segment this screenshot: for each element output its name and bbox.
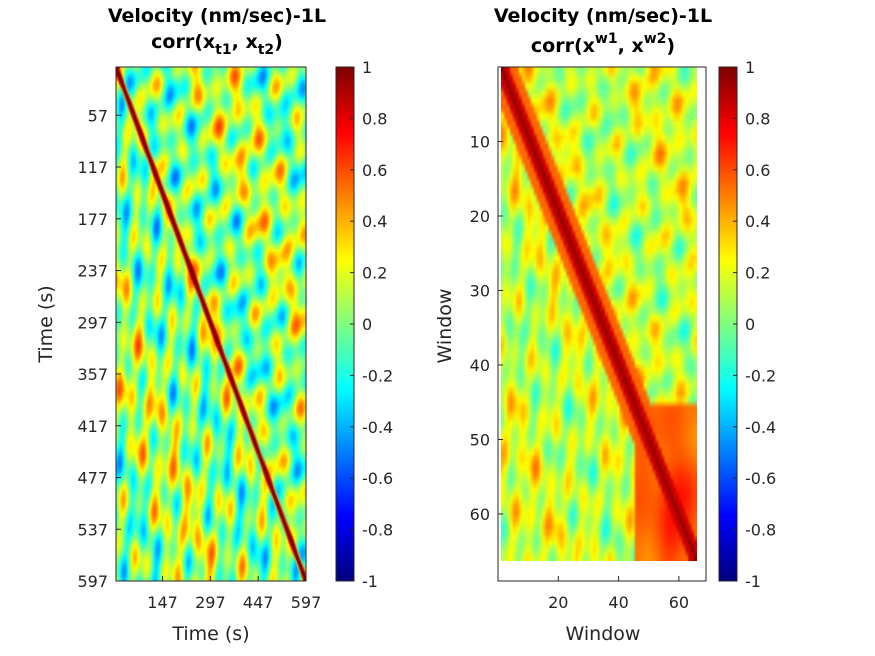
left-colorbar-ticks: 1 0.8 0.6 0.4 0.2 0 -0.2 -0.4 -0.6 -0.8 -1 [350,58,393,591]
left-ticks: 147 297 447 597 57 117 177 237 297 357 417 477 537 59… [77,106,321,612]
right-colorbar-tick-label: -0.2 [745,366,776,385]
right-colorbar-tick-label: -0.8 [745,521,776,540]
right-axes-box [497,66,707,582]
left-title-line1: Velocity (nm/sec)-1L [108,5,326,27]
right-title-line1: Velocity (nm/sec)-1L [494,5,712,27]
left-ytick-label: 357 [77,365,108,384]
left-heatmap-image [116,67,306,581]
right-xtick-label: 20 [548,593,568,612]
left-xtick-label: 297 [195,593,226,612]
right-colorbar-ticks: 1 0.8 0.6 0.4 0.2 0 -0.2 -0.4 -0.6 -0.8 -1 [733,58,776,591]
right-ytick-label: 40 [470,356,490,375]
left-ytick-label: 237 [77,262,108,281]
left-colorbar-tick-label: 0.4 [362,212,387,231]
right-colorbar-tick-label: 0 [745,315,755,334]
left-title-sub2: t2 [258,42,274,58]
left-title-sub1: t1 [215,42,231,58]
left-ytick-label: 597 [77,572,108,591]
left-title-suffix: ) [274,31,283,53]
left-xtick-label: 447 [243,593,274,612]
left-ytick-label: 177 [77,210,108,229]
right-xtick-label: 40 [608,593,628,612]
left-ytick-label: 477 [77,469,108,488]
left-xtick-label: 147 [147,593,178,612]
right-title-prefix: corr(x [531,35,595,57]
left-colorbar [336,67,354,581]
left-colorbar-tick-label: 0 [362,315,372,334]
right-title-sup1: w1 [595,31,618,47]
right-title-suffix: ) [666,35,675,57]
left-ytick-label: 537 [77,520,108,539]
left-ytick-label: 57 [88,106,108,125]
right-heatmap-image [501,67,697,561]
right-ytick-label: 50 [470,430,490,449]
left-ylabel: Time (s) [35,285,57,363]
left-colorbar-tick-label: 0.8 [362,109,387,128]
left-title-sep: , x [232,31,258,53]
left-title-line2: corr(xt1, xt2) [151,31,283,58]
left-colorbar-tick-label: -0.2 [362,366,393,385]
left-colorbar-tick-label: 1 [362,58,372,77]
right-colorbar-tick-label: -1 [745,572,761,591]
right-colorbar-tick-label: 0.8 [745,109,770,128]
left-ytick-label: 117 [77,158,108,177]
left-colorbar-tick-label: 0.2 [362,264,387,283]
left-xtick-label: 597 [291,593,322,612]
right-colorbar-tick-label: 0.6 [745,161,770,180]
right-ytick-label: 20 [470,207,490,226]
right-colorbar-tick-label: 1 [745,58,755,77]
left-colorbar-tick-label: -0.6 [362,469,393,488]
left-colorbar-tick-label: 0.6 [362,161,387,180]
left-ytick-label: 297 [77,313,108,332]
left-ytick-label: 417 [77,417,108,436]
right-colorbar-tick-label: -0.4 [745,418,776,437]
right-xtick-label: 60 [669,593,689,612]
right-ticks: 20 40 60 10 20 30 40 50 60 [470,132,689,612]
right-xlabel: Window [566,623,641,645]
right-colorbar-tick-label: 0.2 [745,264,770,283]
left-colorbar-tick-label: -1 [362,572,378,591]
left-colorbar-tick-label: -0.4 [362,418,393,437]
left-axes-box [115,66,307,582]
right-colorbar-tick-label: -0.6 [745,469,776,488]
left-panel: Velocity (nm/sec)-1L corr(xt1, xt2) 147 2… [35,5,393,645]
left-title-prefix: corr(x [151,31,215,53]
right-colorbar-tick-label: 0.4 [745,212,770,231]
right-ylabel: Window [434,289,456,364]
left-colorbar-tick-label: -0.8 [362,521,393,540]
right-ytick-label: 60 [470,505,490,524]
right-title-sep: , x [618,35,644,57]
right-panel: Velocity (nm/sec)-1L corr(xw1, xw2) 20 40… [434,5,776,645]
right-title-line2: corr(xw1, xw2) [531,31,675,57]
right-title-sup2: w2 [644,31,667,47]
right-colorbar [719,67,737,581]
right-ytick-label: 10 [470,132,490,151]
left-xlabel: Time (s) [171,623,249,645]
right-ytick-label: 30 [470,281,490,300]
